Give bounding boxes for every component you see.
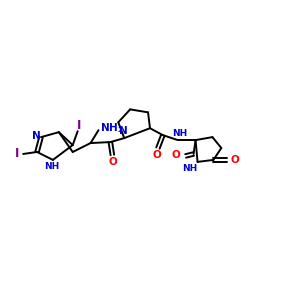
Text: O: O — [153, 150, 161, 160]
Text: NH: NH — [44, 162, 59, 171]
Text: N: N — [119, 126, 128, 136]
Text: O: O — [171, 150, 180, 160]
Text: I: I — [76, 119, 81, 132]
Text: NH: NH — [172, 129, 187, 138]
Text: N: N — [32, 131, 40, 141]
Text: O: O — [109, 157, 118, 167]
Text: O: O — [231, 155, 240, 165]
Text: NH$_2$: NH$_2$ — [100, 121, 123, 135]
Text: NH: NH — [182, 164, 197, 173]
Text: I: I — [15, 148, 20, 160]
